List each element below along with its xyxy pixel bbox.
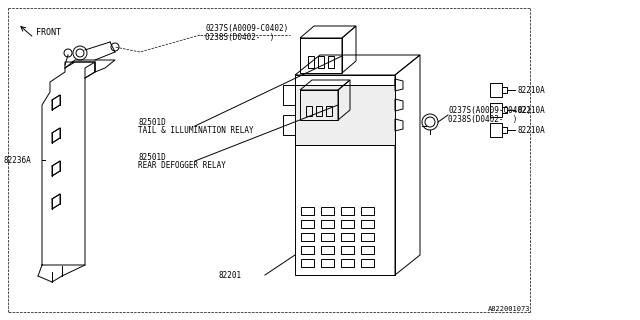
Bar bbox=[361, 233, 374, 241]
Bar bbox=[321, 246, 334, 254]
Bar bbox=[301, 259, 314, 267]
Bar bbox=[341, 259, 354, 267]
Bar bbox=[361, 207, 374, 215]
Bar bbox=[301, 233, 314, 241]
Text: FRONT: FRONT bbox=[36, 28, 61, 36]
Bar bbox=[295, 85, 395, 145]
Bar bbox=[316, 106, 322, 116]
Bar bbox=[295, 85, 395, 145]
Bar bbox=[321, 220, 334, 228]
Bar bbox=[328, 56, 334, 68]
Bar bbox=[341, 246, 354, 254]
Bar bbox=[321, 259, 334, 267]
Bar bbox=[301, 246, 314, 254]
Bar bbox=[326, 106, 332, 116]
Bar bbox=[301, 207, 314, 215]
Text: 0237S(A0009-C0402): 0237S(A0009-C0402) bbox=[205, 23, 288, 33]
Circle shape bbox=[73, 46, 87, 60]
Text: 82501D: 82501D bbox=[138, 153, 166, 162]
Text: 82501D: 82501D bbox=[138, 117, 166, 126]
Bar bbox=[321, 207, 334, 215]
Bar bbox=[301, 220, 314, 228]
Text: 82210A: 82210A bbox=[517, 125, 545, 134]
Polygon shape bbox=[52, 161, 60, 176]
Bar bbox=[321, 233, 334, 241]
Text: 82210A: 82210A bbox=[517, 85, 545, 94]
Text: 0237S(A0009-C0402): 0237S(A0009-C0402) bbox=[448, 106, 531, 115]
Bar bbox=[306, 106, 312, 116]
Bar bbox=[361, 246, 374, 254]
Circle shape bbox=[422, 114, 438, 130]
Bar bbox=[318, 56, 324, 68]
Text: 82236A: 82236A bbox=[3, 156, 31, 164]
Text: 82201: 82201 bbox=[218, 270, 241, 279]
Bar bbox=[341, 220, 354, 228]
Bar bbox=[361, 220, 374, 228]
Text: 0238S(D0402-  ): 0238S(D0402- ) bbox=[205, 33, 275, 42]
Polygon shape bbox=[52, 194, 60, 209]
Text: REAR DEFOGGER RELAY: REAR DEFOGGER RELAY bbox=[138, 161, 226, 170]
Text: TAIL & ILLUMINATION RELAY: TAIL & ILLUMINATION RELAY bbox=[138, 125, 253, 134]
Bar bbox=[341, 207, 354, 215]
Text: 0238S(D0402-  ): 0238S(D0402- ) bbox=[448, 115, 517, 124]
Bar bbox=[361, 259, 374, 267]
Text: A822001073: A822001073 bbox=[488, 306, 530, 312]
Polygon shape bbox=[52, 95, 60, 110]
Bar bbox=[308, 56, 314, 68]
Bar bbox=[341, 233, 354, 241]
Polygon shape bbox=[52, 128, 60, 143]
Text: 82210A: 82210A bbox=[517, 106, 545, 115]
